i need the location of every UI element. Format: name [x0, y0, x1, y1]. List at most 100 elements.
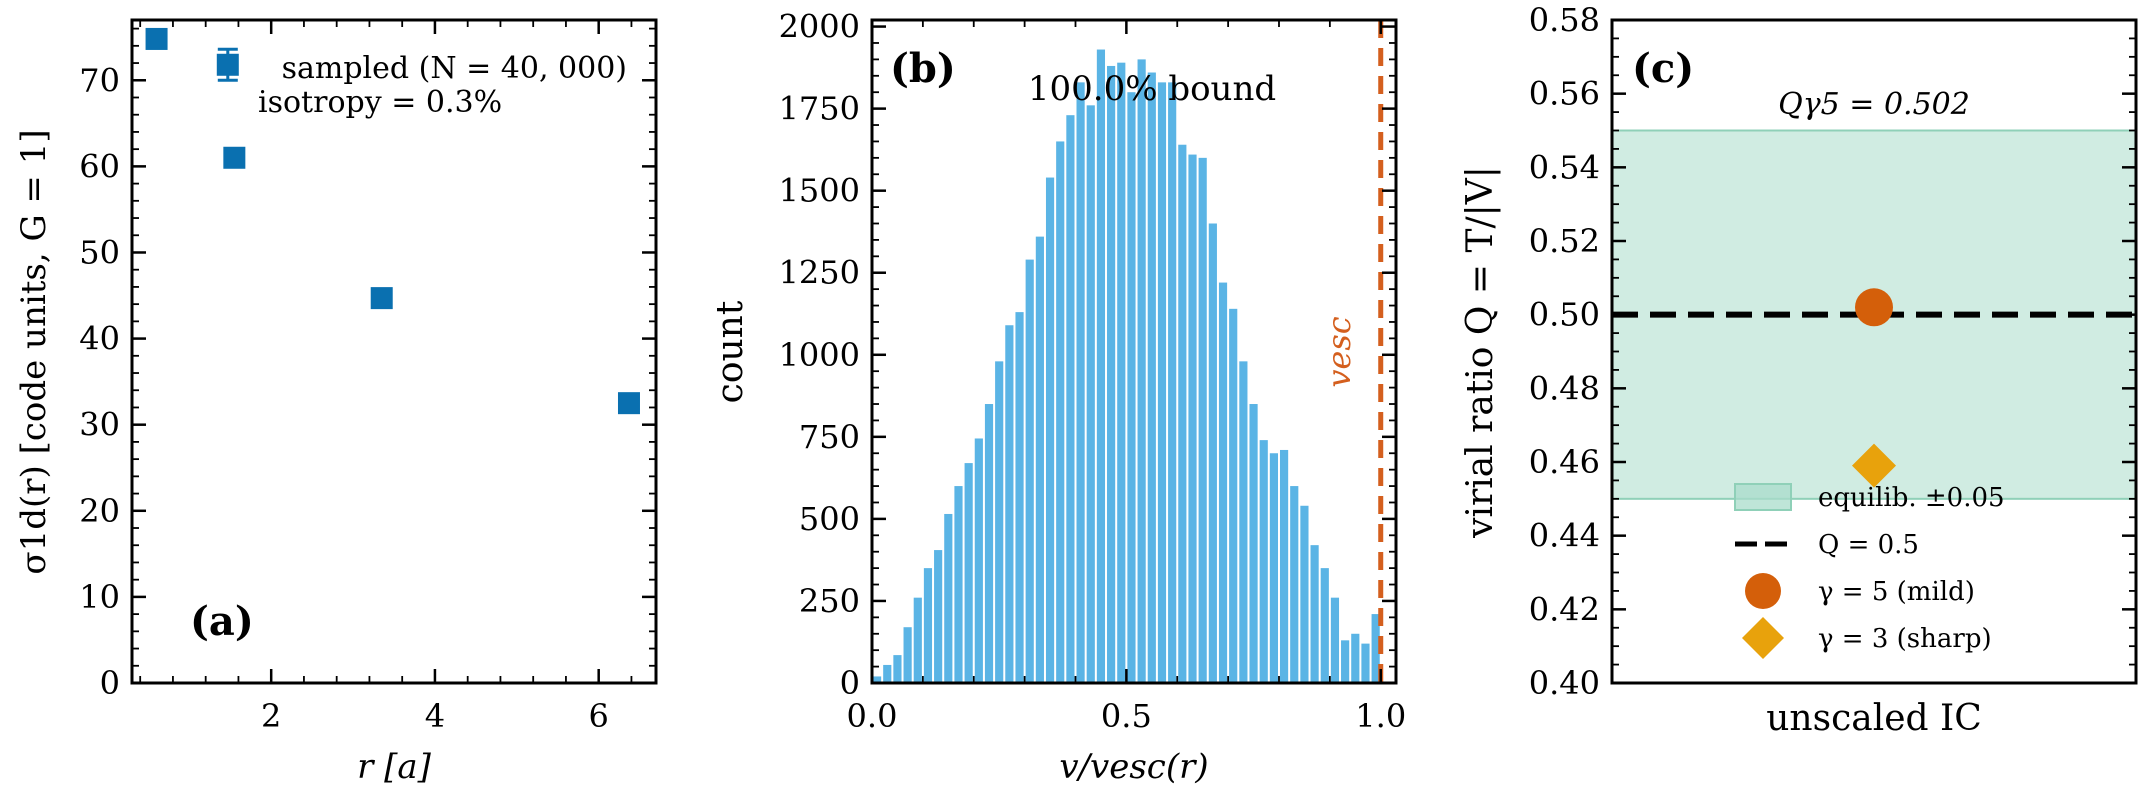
- panel-b-bar: [934, 550, 943, 683]
- panel-b-bar: [1208, 223, 1217, 683]
- panel-b-bar: [954, 486, 963, 683]
- panel-c: 0.40 0.42 0.44 0.46 0.48 0.50 0.52 0.54 0.56 0.58…: [1460, 1, 2138, 739]
- panel-a-ytick-label: 20: [79, 492, 120, 530]
- panel-a-xtick-label: 4: [425, 697, 445, 735]
- panel-b-bar: [1178, 144, 1187, 683]
- panel-c-ytick-label: 0.56: [1529, 75, 1600, 113]
- panel-b-bar: [1330, 597, 1340, 683]
- panel-b-bar: [1320, 568, 1329, 683]
- panel-b-ytick-label: 750: [799, 418, 860, 456]
- panel-b-bar: [1341, 640, 1350, 683]
- panel-b-bar: [1361, 643, 1370, 683]
- panel-b-ticks: 0 250 500 750 1000 1250 1500 1750 2000 0.0 0.5 1.0: [779, 8, 1407, 735]
- panel-a-xtick-label: 2: [261, 697, 281, 735]
- panel-b-bar: [1371, 614, 1380, 683]
- panel-a-frame: [130, 18, 658, 685]
- legend-label: Q = 0.5: [1818, 530, 1919, 560]
- panel-c-annotation: Qγ5 = 0.502: [1778, 87, 1970, 122]
- panel-b-bar: [944, 513, 953, 683]
- panel-b-bar: [1035, 236, 1044, 683]
- panel-b-vesc-label: vesc: [1320, 316, 1358, 387]
- panel-c-ytick-label: 0.50: [1529, 296, 1600, 334]
- panel-b-bar: [995, 361, 1004, 683]
- legend-band-swatch: [1734, 483, 1792, 511]
- panel-c-xlabel: unscaled IC: [1766, 698, 1982, 739]
- panel-b-bar: [903, 627, 912, 683]
- panel-c-points: [1852, 288, 1896, 488]
- panel-b-bar: [984, 404, 994, 683]
- panel-a-xtick-label: 6: [589, 697, 609, 735]
- panel-b-xtick-label: 0.0: [847, 697, 898, 735]
- panel-b-bar: [1127, 92, 1136, 683]
- panel-b-bar: [893, 655, 902, 683]
- panel-b-bar: [923, 568, 933, 683]
- panel-b-xlabel: v/vesc(r): [1059, 747, 1208, 787]
- panel-c-ytick-label: 0.52: [1529, 222, 1600, 260]
- panel-c-ytick-label: 0.40: [1529, 664, 1600, 702]
- panel-a-ytick-label: 50: [79, 233, 120, 271]
- panel-c-ytick-label: 0.48: [1529, 369, 1600, 407]
- panel-b-bar: [1005, 325, 1014, 683]
- panel-b-ytick-label: 0: [840, 664, 860, 702]
- panel-c-legend: equilib. ±0.05 Q = 0.5 γ = 5 (mild) γ = 3 (…: [1734, 483, 2005, 659]
- panel-b-bar: [1096, 49, 1106, 683]
- panel-c-point-mild: [1855, 288, 1893, 327]
- panel-b-bar: [1290, 486, 1299, 683]
- panel-c-label: (c): [1632, 45, 1694, 92]
- panel-c-ytick-label: 0.46: [1529, 443, 1600, 481]
- panel-b-bar: [1300, 505, 1309, 683]
- panel-b-bar: [1188, 154, 1197, 683]
- panel-a-ytick-label: 10: [79, 578, 120, 616]
- panel-b-bar: [1239, 361, 1248, 683]
- panel-c-ylabel: virial ratio Q = T/|V|: [1460, 166, 1501, 539]
- panel-a-annotation-1: sampled (N = 40, 000): [282, 51, 627, 86]
- panel-b-bar: [1249, 404, 1258, 683]
- panel-c-point-sharp: [1852, 443, 1896, 488]
- legend-circle-swatch: [1745, 573, 1781, 609]
- panel-b-ytick-label: 1000: [779, 336, 860, 374]
- panel-b-bar: [1147, 72, 1156, 684]
- panel-b-bars: [873, 49, 1380, 684]
- panel-b-xtick-label: 1.0: [1355, 697, 1406, 735]
- panel-a-ytick-label: 40: [79, 320, 120, 358]
- panel-a-annotation-2: isotropy = 0.3%: [258, 85, 502, 120]
- panel-a-point: [145, 27, 168, 50]
- panel-b-bar: [1269, 453, 1278, 683]
- panel-b-bar: [1279, 449, 1289, 683]
- panel-b-bar: [873, 676, 882, 683]
- panel-a-ytick-label: 60: [79, 147, 120, 185]
- panel-a-ytick-label: 70: [79, 61, 120, 99]
- panel-a-point: [617, 392, 640, 415]
- panel-b-ytick-label: 500: [799, 500, 860, 538]
- panel-b-bar: [1076, 82, 1085, 683]
- panel-c-ytick-label: 0.42: [1529, 590, 1600, 628]
- panel-a-point: [370, 287, 393, 310]
- panel-b-bar: [1168, 82, 1177, 683]
- panel-b-annotation: 100.0% bound: [1028, 69, 1276, 109]
- panel-b-label: (b): [890, 45, 956, 92]
- panel-b-bar: [1229, 308, 1238, 683]
- legend-label: γ = 3 (sharp): [1818, 624, 1992, 654]
- panel-b-bar: [1045, 177, 1055, 683]
- panel-b-bar: [1351, 633, 1360, 683]
- panel-a-ylabel: σ1d(r) [code units, G = 1]: [14, 129, 54, 574]
- panel-b-bar: [1218, 282, 1228, 683]
- panel-c-ticks: 0.40 0.42 0.44 0.46 0.48 0.50 0.52 0.54 0.56 0.58: [1529, 1, 2136, 702]
- panel-b-bar: [1015, 312, 1024, 683]
- panel-b-bar: [964, 463, 973, 683]
- panel-a-points: [145, 27, 640, 415]
- panel-a-label: (a): [190, 598, 254, 645]
- panel-b-bar: [913, 597, 922, 683]
- panel-b-ytick-label: 250: [799, 582, 860, 620]
- panel-b-frame: [870, 18, 1398, 685]
- panel-b-ytick-label: 1250: [779, 254, 860, 292]
- panel-b-bar: [1107, 65, 1116, 683]
- panel-b-bar: [974, 438, 983, 683]
- panel-a-ytick-label: 30: [79, 406, 120, 444]
- panel-c-ytick-label: 0.44: [1529, 517, 1600, 555]
- panel-b-bar: [1259, 440, 1268, 683]
- legend-diamond-swatch: [1742, 617, 1784, 659]
- panel-b-ytick-label: 2000: [779, 8, 860, 46]
